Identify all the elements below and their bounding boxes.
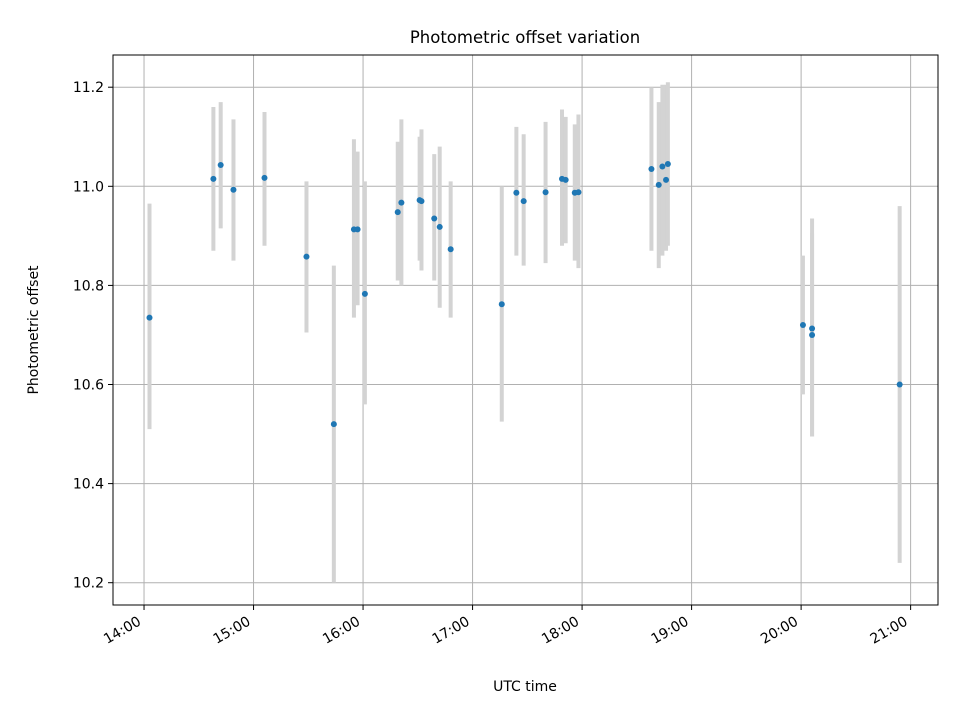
y-tick-label: 10.8 — [73, 278, 104, 294]
data-point — [394, 209, 401, 216]
data-point — [354, 226, 361, 233]
data-point — [799, 322, 806, 329]
data-point — [431, 215, 438, 222]
x-axis-label: UTC time — [493, 679, 557, 695]
data-point — [436, 223, 443, 230]
data-point — [659, 163, 666, 170]
y-axis-ticks: 10.2 10.4 10.6 10.8 11.0 11.2 — [73, 80, 113, 592]
data-point — [498, 301, 505, 308]
data-point — [398, 199, 405, 206]
data-point — [361, 290, 368, 297]
y-axis-label: Photometric offset — [26, 265, 42, 395]
data-point — [809, 331, 816, 338]
chart-title: Photometric offset variation — [410, 28, 640, 47]
y-tick-label: 10.4 — [73, 477, 104, 493]
data-point — [809, 325, 816, 332]
data-point — [447, 246, 454, 253]
data-point — [210, 175, 217, 182]
data-point — [146, 314, 153, 321]
data-point — [303, 253, 310, 260]
data-point — [261, 174, 268, 181]
data-point — [663, 176, 670, 183]
plot-frame — [112, 54, 939, 606]
data-point — [330, 421, 337, 428]
data-point — [513, 189, 520, 196]
y-tick-label: 10.2 — [73, 576, 104, 592]
data-point — [648, 165, 655, 172]
data-point — [562, 176, 569, 183]
data-point — [542, 189, 549, 196]
data-point — [575, 189, 582, 196]
data-point — [896, 381, 903, 388]
data-point — [217, 162, 224, 168]
data-point — [230, 186, 237, 193]
data-points — [146, 161, 903, 428]
data-point — [655, 181, 662, 188]
data-point — [418, 198, 425, 205]
data-point — [664, 161, 671, 168]
y-tick-label: 11.0 — [73, 179, 104, 195]
data-point — [520, 198, 527, 205]
y-tick-label: 11.2 — [73, 80, 104, 96]
y-tick-label: 10.6 — [73, 378, 104, 394]
